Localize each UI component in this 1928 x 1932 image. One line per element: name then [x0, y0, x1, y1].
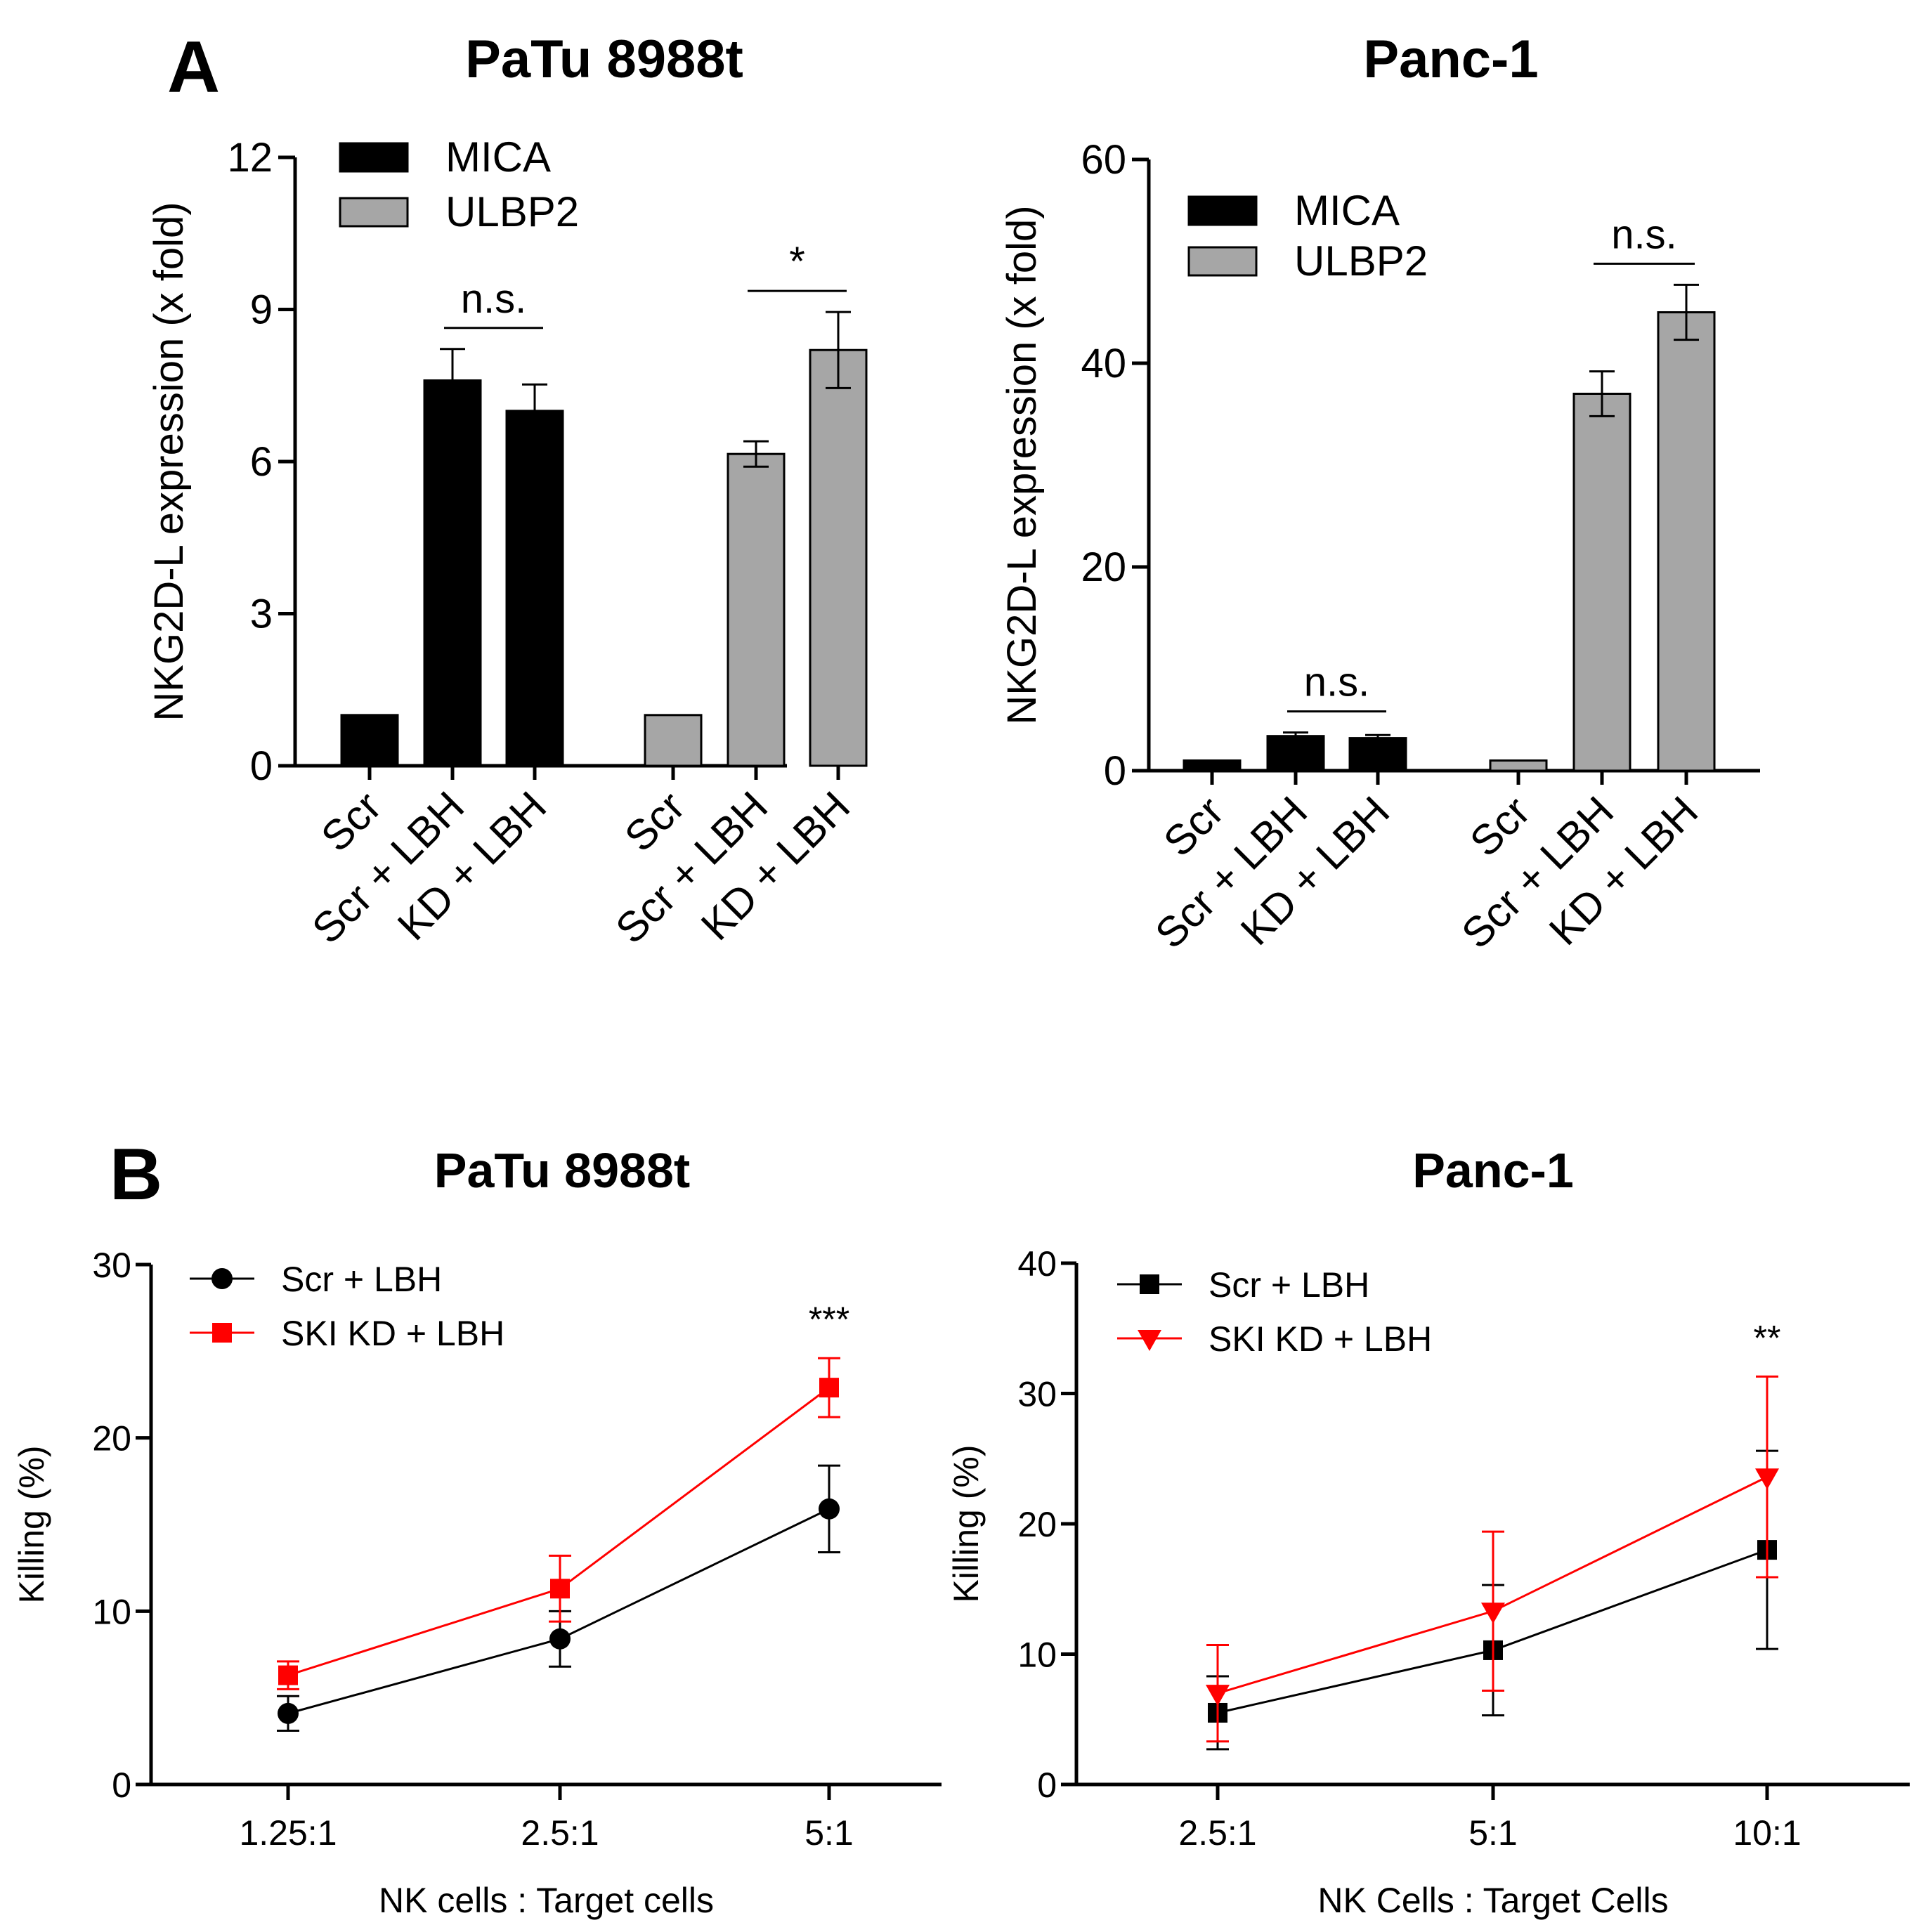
x-tick-label: 2.5:1 [1178, 1813, 1256, 1853]
marker [278, 1665, 298, 1685]
legend-label: SKI KD + LBH [1209, 1319, 1432, 1359]
y-tick-label: 20 [1017, 1505, 1057, 1544]
x-tick-label: 5:1 [805, 1813, 854, 1853]
x-tick-label: 2.5:1 [521, 1813, 599, 1853]
bar [1266, 735, 1325, 772]
bar [1183, 759, 1242, 772]
y-axis-label: NKG2D-L expression (x fold) [146, 202, 192, 721]
bar [809, 348, 868, 767]
legend-label: Scr + LBH [1209, 1265, 1369, 1305]
bar [340, 714, 399, 767]
y-tick-label: 0 [112, 1765, 131, 1805]
y-tick-label: 6 [250, 439, 273, 485]
marker [278, 1702, 299, 1724]
x-tick-label: 5:1 [1468, 1813, 1518, 1853]
bar-chart-patu: PaTu 8988t 0 3 6 9 12 NKG2D-L expression (x fo… [146, 30, 868, 953]
y-axis-label: Killing (%) [14, 1445, 51, 1603]
bar [505, 410, 564, 767]
x-tick-label: 1.25:1 [239, 1813, 337, 1853]
y-tick-label: 40 [1081, 341, 1126, 386]
marker [212, 1323, 232, 1343]
significance-label: * [789, 239, 805, 285]
marker [1206, 1685, 1230, 1706]
marker [211, 1268, 233, 1289]
legend-label: ULBP2 [445, 188, 579, 235]
chart-title: Panc-1 [1363, 30, 1538, 89]
y-tick-label: 12 [227, 135, 273, 181]
bar [1572, 393, 1631, 772]
line-chart-patu: PaTu 8988t 0 10 20 30 1.25:1 2.5:1 5:1 NK cells … [14, 1143, 942, 1920]
marker [1140, 1274, 1159, 1294]
bar [1348, 737, 1407, 772]
chart-title: PaTu 8988t [465, 30, 743, 89]
chart-title: Panc-1 [1412, 1143, 1574, 1198]
x-axis-label: NK Cells : Target Cells [1317, 1881, 1668, 1920]
y-tick-label: 60 [1081, 137, 1126, 183]
marker [1755, 1468, 1779, 1490]
y-tick-label: 9 [250, 287, 273, 333]
panel-label-b: B [110, 1134, 163, 1215]
marker [819, 1498, 840, 1520]
y-tick-label: 3 [250, 592, 273, 637]
marker [549, 1628, 571, 1650]
legend-label: SKI KD + LBH [281, 1314, 504, 1353]
significance-label: n.s. [1611, 211, 1677, 257]
marker [819, 1378, 839, 1398]
marker [1481, 1603, 1505, 1624]
marker [550, 1579, 570, 1599]
legend-swatch [1187, 246, 1258, 277]
y-tick-label: 40 [1017, 1244, 1057, 1284]
y-tick-label: 10 [92, 1592, 131, 1631]
significance-label: ** [1754, 1318, 1781, 1357]
legend-swatch [1187, 195, 1258, 226]
bar [1657, 311, 1716, 772]
y-axis-label: Killing (%) [949, 1444, 986, 1603]
y-tick-label: 0 [1104, 748, 1126, 794]
bar [1489, 759, 1548, 772]
y-tick-label: 30 [1017, 1375, 1057, 1414]
bar [727, 452, 786, 767]
legend-swatch [339, 197, 409, 228]
bar [423, 379, 482, 767]
x-axis-label: NK cells : Target cells [379, 1881, 714, 1920]
y-tick-label: 20 [1081, 544, 1126, 590]
y-tick-label: 20 [92, 1419, 131, 1458]
y-tick-label: 0 [250, 743, 273, 789]
legend-label: ULBP2 [1294, 237, 1428, 285]
legend-swatch [339, 142, 409, 173]
significance-label: *** [809, 1300, 849, 1339]
significance-label: n.s. [461, 276, 527, 322]
legend-label: MICA [445, 133, 551, 181]
chart-title: PaTu 8988t [434, 1143, 690, 1198]
bar-chart-panc1: Panc-1 0 20 40 60 NKG2D-L expression (x fold)… [999, 30, 1760, 958]
line-chart-panc1: Panc-1 0 10 20 30 40 2.5:1 5:1 10:1 NK Cells : Ta… [949, 1143, 1910, 1920]
y-axis-label: NKG2D-L expression (x fold) [999, 205, 1045, 724]
marker [1138, 1330, 1161, 1351]
y-tick-label: 0 [1037, 1765, 1057, 1805]
bar [644, 714, 703, 767]
legend-label: MICA [1294, 187, 1400, 234]
x-tick-label: 10:1 [1733, 1813, 1801, 1853]
legend-label: Scr + LBH [281, 1260, 442, 1299]
y-tick-label: 10 [1017, 1636, 1057, 1675]
panel-label-a: A [167, 27, 221, 108]
significance-label: n.s. [1304, 660, 1370, 705]
y-tick-label: 30 [92, 1246, 131, 1285]
